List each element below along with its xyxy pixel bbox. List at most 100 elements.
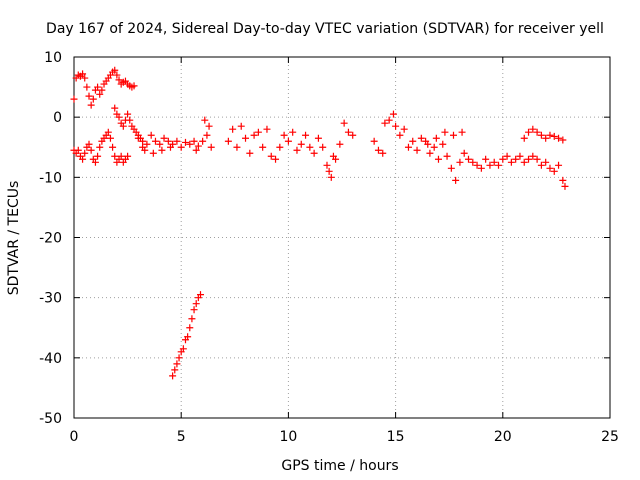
- data-point: [310, 149, 318, 157]
- data-point: [104, 128, 112, 136]
- data-point: [250, 131, 258, 139]
- x-tick-label: 5: [177, 429, 186, 445]
- data-point: [319, 143, 327, 151]
- data-point: [473, 161, 481, 169]
- data-point: [443, 152, 451, 160]
- y-tick-label: 0: [53, 110, 62, 126]
- data-point: [91, 158, 99, 166]
- data-point: [306, 143, 314, 151]
- data-point: [192, 146, 200, 154]
- data-point: [85, 140, 93, 148]
- data-point: [381, 119, 389, 127]
- data-point: [259, 143, 267, 151]
- data-point: [385, 116, 393, 124]
- data-point: [396, 131, 404, 139]
- data-point: [169, 372, 177, 380]
- x-tick-label: 25: [601, 429, 619, 445]
- data-point: [113, 71, 121, 79]
- series-upper-arc-0-3h: [70, 66, 138, 109]
- data-point: [490, 158, 498, 166]
- grid-lines: [74, 57, 610, 418]
- data-point: [96, 143, 104, 151]
- series-lower-arc-0-3h: [70, 128, 132, 166]
- data-point: [237, 122, 245, 130]
- data-point: [507, 158, 515, 166]
- data-point: [139, 137, 147, 145]
- data-point: [486, 161, 494, 169]
- data-point: [81, 74, 89, 82]
- series-band-14-23h: [370, 110, 569, 190]
- data-point: [141, 146, 149, 154]
- data-point: [83, 83, 91, 91]
- data-point: [537, 161, 545, 169]
- data-point: [130, 82, 138, 90]
- data-point: [89, 95, 97, 103]
- data-point: [417, 134, 425, 142]
- data-point: [124, 110, 132, 118]
- data-point: [263, 125, 271, 133]
- data-point: [374, 146, 382, 154]
- data-point: [111, 104, 119, 112]
- y-axis-label: SDTVAR / TECUs: [6, 181, 22, 296]
- data-point: [546, 131, 554, 139]
- data-point: [447, 164, 455, 172]
- data-point: [542, 134, 550, 142]
- series-band-3-6h: [134, 116, 215, 157]
- data-point: [561, 182, 569, 190]
- data-point: [537, 131, 545, 139]
- data-point: [314, 134, 322, 142]
- data-point: [224, 137, 232, 145]
- data-point: [389, 110, 397, 118]
- data-point: [276, 143, 284, 151]
- data-point: [441, 128, 449, 136]
- data-point: [81, 149, 89, 157]
- data-point: [186, 140, 194, 148]
- data-point: [520, 134, 528, 142]
- data-point: [550, 167, 558, 175]
- data-point: [190, 306, 198, 314]
- y-tick-label: -50: [39, 411, 62, 427]
- axis-ticks: 0 5 10 15 20 25 10 0 -10 -20 -30 -40 -50: [39, 50, 619, 445]
- data-point: [297, 140, 305, 148]
- data-point: [74, 146, 82, 154]
- data-point: [201, 116, 209, 124]
- data-point: [126, 116, 134, 124]
- data-point: [325, 167, 333, 175]
- data-point: [426, 149, 434, 157]
- series-falling-track-5h: [169, 291, 204, 380]
- data-point: [166, 143, 174, 151]
- data-point: [336, 140, 344, 148]
- data-point: [109, 143, 117, 151]
- data-point: [404, 143, 412, 151]
- data-point: [190, 137, 198, 145]
- data-point: [503, 152, 511, 160]
- data-point: [267, 152, 275, 160]
- data-point: [151, 137, 159, 145]
- data-point: [164, 137, 172, 145]
- x-tick-label: 0: [70, 429, 79, 445]
- data-point: [370, 137, 378, 145]
- data-point: [173, 137, 181, 145]
- x-tick-label: 10: [279, 429, 297, 445]
- data-point: [495, 161, 503, 169]
- data-point: [413, 146, 421, 154]
- data-point: [559, 176, 567, 184]
- data-point: [340, 119, 348, 127]
- data-point: [94, 83, 102, 91]
- data-point: [196, 291, 204, 299]
- data-point: [512, 155, 520, 163]
- data-point: [111, 66, 119, 74]
- y-tick-label: -20: [39, 231, 62, 247]
- data-point: [79, 155, 87, 163]
- data-point: [434, 155, 442, 163]
- data-point: [111, 152, 119, 160]
- data-point: [424, 140, 432, 148]
- data-point: [499, 155, 507, 163]
- data-point: [460, 149, 468, 157]
- data-point: [229, 125, 237, 133]
- data-point: [327, 173, 335, 181]
- data-point: [533, 155, 541, 163]
- data-point: [194, 142, 202, 150]
- chart-title: Day 167 of 2024, Sidereal Day-to-day VTE…: [46, 21, 604, 37]
- data-point: [525, 155, 533, 163]
